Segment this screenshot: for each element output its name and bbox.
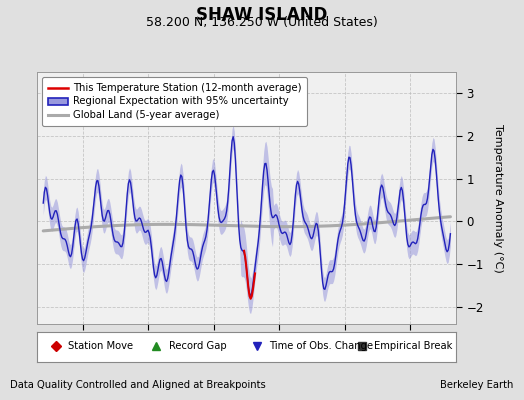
Text: 58.200 N, 136.250 W (United States): 58.200 N, 136.250 W (United States): [146, 16, 378, 29]
Text: Empirical Break: Empirical Break: [374, 341, 453, 351]
Text: Record Gap: Record Gap: [169, 341, 226, 351]
Text: SHAW ISLAND: SHAW ISLAND: [196, 6, 328, 24]
Text: Station Move: Station Move: [68, 341, 133, 351]
Y-axis label: Temperature Anomaly (°C): Temperature Anomaly (°C): [493, 124, 503, 272]
Text: Time of Obs. Change: Time of Obs. Change: [269, 341, 374, 351]
Legend: This Temperature Station (12-month average), Regional Expectation with 95% uncer: This Temperature Station (12-month avera…: [42, 77, 307, 126]
Text: Berkeley Earth: Berkeley Earth: [440, 380, 514, 390]
Text: Data Quality Controlled and Aligned at Breakpoints: Data Quality Controlled and Aligned at B…: [10, 380, 266, 390]
